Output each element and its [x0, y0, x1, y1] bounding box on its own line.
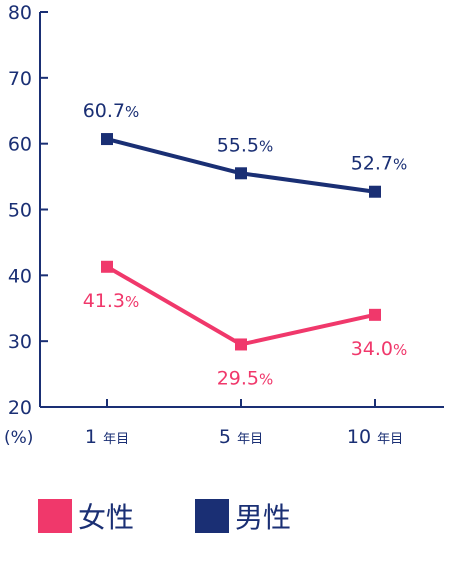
data-point: [235, 167, 247, 180]
data-label-percent: %: [259, 137, 273, 155]
data-label: 41.3%: [83, 290, 140, 312]
y-tick-label: 30: [8, 331, 32, 353]
data-label: 29.5%: [217, 367, 274, 389]
legend-item-female: 女性: [38, 494, 134, 538]
x-tick-suffix: 年目: [377, 432, 403, 447]
x-axis-ticks: 1 年目 5 年目 10 年目: [85, 399, 403, 448]
y-tick-label: 60: [8, 134, 32, 156]
y-tick-label: 80: [8, 2, 32, 24]
data-point: [235, 338, 247, 351]
data-point: [369, 308, 381, 321]
data-label-percent: %: [125, 103, 139, 121]
legend-swatch-male: [195, 499, 229, 533]
y-axis-ticks: 20 30 40 50 60 70 80 (%): [4, 2, 48, 448]
x-tick-suffix: 年目: [237, 432, 263, 447]
y-tick-label: 50: [8, 200, 32, 222]
data-label: 60.7%: [83, 100, 140, 122]
x-tick-number: 1: [85, 426, 103, 448]
data-label-percent: %: [259, 370, 273, 388]
legend-item-male: 男性: [195, 494, 291, 538]
x-tick-number: 10: [347, 426, 377, 448]
x-tick-number: 5: [219, 426, 237, 448]
x-tick-label: 5 年目: [219, 426, 263, 448]
series-line: [105, 265, 376, 347]
y-tick-label: 40: [8, 265, 32, 287]
data-label: 52.7%: [351, 153, 408, 175]
data-label: 34.0%: [351, 338, 408, 360]
data-label-value: 41.3: [83, 290, 125, 312]
data-label-percent: %: [393, 156, 407, 174]
x-tick-label: 10 年目: [347, 426, 403, 448]
x-tick-suffix: 年目: [103, 432, 129, 447]
y-tick-label: 70: [8, 68, 32, 90]
data-label: 55.5%: [217, 134, 274, 156]
legend-label-female: 女性: [78, 501, 135, 534]
series-group: 41.3%29.5%34.0%60.7%55.5%52.7%: [83, 100, 408, 389]
data-label-percent: %: [125, 293, 139, 311]
data-point: [101, 260, 113, 273]
data-label-value: 34.0: [351, 338, 393, 360]
legend-swatch-female: [38, 499, 72, 533]
data-label-percent: %: [393, 341, 407, 359]
y-axis-unit: (%): [4, 428, 33, 448]
x-tick-label: 1 年目: [85, 426, 129, 448]
data-point: [369, 185, 381, 198]
y-tick-label: 20: [8, 397, 32, 419]
data-label-value: 55.5: [217, 134, 259, 156]
legend-label-male: 男性: [235, 501, 292, 534]
data-label-value: 60.7: [83, 100, 125, 122]
data-label-value: 52.7: [351, 153, 393, 175]
data-label-value: 29.5: [217, 367, 259, 389]
data-point: [101, 133, 113, 146]
